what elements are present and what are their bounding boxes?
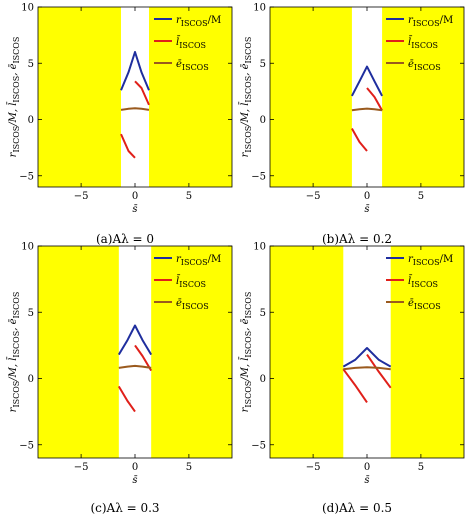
y-tick-label: 10 [21, 3, 34, 14]
y-tick-label: −5 [251, 171, 266, 182]
series-line-1-seg-1 [120, 51, 150, 91]
series-line-2-seg-2 [134, 80, 150, 106]
y-tick-label: 10 [253, 242, 266, 253]
y-axis-label: rISCOS/M, l̄ISCOS, ēISCOS [7, 37, 21, 158]
chart-panel-d: −5 0 5 −5 0 5 10 s̄ rISCOS/M, l̄ISCOS, ēISCOS rIS… [239, 242, 465, 515]
series-line-1-seg-1 [351, 65, 383, 97]
legend-label-1: rISCOS/M [408, 15, 453, 28]
shaded-region-2 [390, 246, 464, 458]
panel-caption: (d)Aλ = 0.5 [322, 501, 392, 515]
legend-label-3: ēISCOS [176, 59, 209, 72]
legend-label-1: rISCOS/M [408, 254, 453, 267]
shaded-region-2 [149, 7, 232, 187]
x-tick-label: 5 [186, 462, 192, 473]
series-line-3-seg-1 [343, 366, 391, 371]
y-tick-label: 0 [260, 374, 266, 385]
series-line-2-seg-1 [120, 133, 136, 159]
y-tick-label: 5 [260, 308, 266, 319]
x-tick-label: −5 [306, 462, 321, 473]
shaded-region-1 [270, 7, 352, 187]
shaded-region-1 [270, 246, 344, 458]
x-tick-label: 5 [186, 191, 192, 202]
y-tick-label: 0 [28, 374, 34, 385]
series-line-1-seg-1 [117, 324, 153, 356]
x-axis-label: s̄ [132, 204, 138, 215]
y-tick-label: −5 [19, 171, 34, 182]
x-tick-label: −5 [306, 191, 321, 202]
chart-panel-b: −5 0 5 −5 0 5 10 s̄ rISCOS/M, l̄ISCOS, ēISCOS rIS… [239, 3, 465, 246]
x-tick-label: 0 [132, 462, 138, 473]
series-line-2-seg-2 [366, 87, 383, 111]
y-axis-label: rISCOS/M, l̄ISCOS, ēISCOS [7, 292, 21, 413]
series-line-1-seg-1 [342, 347, 392, 368]
legend-label-3: ēISCOS [408, 59, 441, 72]
y-axis-label: rISCOS/M, l̄ISCOS, ēISCOS [239, 37, 253, 158]
legend-label-2: l̄ISCOS [408, 36, 438, 50]
series-line-3-seg-1 [351, 107, 383, 112]
series-line-3-seg-1 [120, 107, 150, 111]
x-axis-label: s̄ [364, 475, 370, 486]
x-axis-label: s̄ [364, 204, 370, 215]
legend-label-3: ēISCOS [408, 298, 441, 311]
series-line-2-seg-1 [117, 385, 136, 413]
legend-label-2: l̄ISCOS [176, 36, 206, 50]
x-tick-label: −5 [74, 191, 89, 202]
y-tick-label: 5 [28, 308, 34, 319]
x-axis-label: s̄ [132, 475, 138, 486]
legend-label-1: rISCOS/M [176, 254, 221, 267]
x-tick-label: 5 [418, 191, 424, 202]
legend-label-3: ēISCOS [176, 298, 209, 311]
series-line-2-seg-2 [134, 344, 153, 372]
legend-label-1: rISCOS/M [176, 15, 221, 28]
shaded-region-2 [382, 7, 464, 187]
chart-panel-a: −5 0 5 −5 0 5 10 s̄ rISCOS/M, l̄ISCOS, ēISCOS rIS… [7, 3, 233, 246]
y-tick-label: −5 [251, 440, 266, 451]
x-tick-label: 0 [132, 191, 138, 202]
series-line-2-seg-2 [366, 354, 392, 389]
panel-caption: (c)Aλ = 0.3 [90, 501, 159, 515]
y-tick-label: 10 [21, 242, 34, 253]
chart-panel-c: −5 0 5 −5 0 5 10 s̄ rISCOS/M, l̄ISCOS, ēISCOS rIS… [7, 242, 233, 515]
y-tick-label: 0 [260, 115, 266, 126]
x-tick-label: −5 [74, 462, 89, 473]
shaded-region-1 [38, 7, 121, 187]
panel-caption: (a)Aλ = 0 [96, 232, 154, 246]
x-tick-label: 5 [418, 462, 424, 473]
y-tick-label: −5 [19, 440, 34, 451]
panel-caption: (b)Aλ = 0.2 [322, 232, 392, 246]
shaded-region-2 [151, 246, 232, 458]
series-line-2-seg-1 [342, 368, 368, 403]
y-axis-label: rISCOS/M, l̄ISCOS, ēISCOS [239, 292, 253, 413]
y-tick-label: 5 [28, 59, 34, 70]
series-line-2-seg-1 [351, 128, 368, 152]
x-tick-label: 0 [364, 191, 370, 202]
x-tick-label: 0 [364, 462, 370, 473]
y-tick-label: 10 [253, 3, 266, 14]
legend-label-2: l̄ISCOS [408, 275, 438, 289]
legend-label-2: l̄ISCOS [176, 275, 206, 289]
y-tick-label: 0 [28, 115, 34, 126]
y-tick-label: 5 [260, 59, 266, 70]
series-line-3-seg-1 [118, 364, 152, 369]
shaded-region-1 [38, 246, 119, 458]
